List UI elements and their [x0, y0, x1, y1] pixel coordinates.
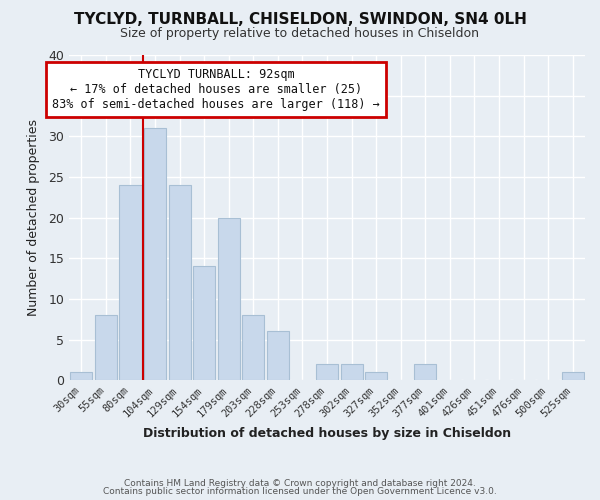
Bar — [144, 128, 166, 380]
Bar — [242, 315, 265, 380]
Bar — [267, 332, 289, 380]
Text: TYCLYD, TURNBALL, CHISELDON, SWINDON, SN4 0LH: TYCLYD, TURNBALL, CHISELDON, SWINDON, SN… — [74, 12, 526, 28]
Bar — [218, 218, 240, 380]
Text: TYCLYD TURNBALL: 92sqm
← 17% of detached houses are smaller (25)
83% of semi-det: TYCLYD TURNBALL: 92sqm ← 17% of detached… — [52, 68, 380, 111]
Bar — [119, 185, 142, 380]
Bar — [95, 315, 117, 380]
Bar — [316, 364, 338, 380]
Bar — [562, 372, 584, 380]
Bar — [341, 364, 362, 380]
Bar — [70, 372, 92, 380]
Text: Contains HM Land Registry data © Crown copyright and database right 2024.: Contains HM Land Registry data © Crown c… — [124, 478, 476, 488]
Bar — [169, 185, 191, 380]
Text: Size of property relative to detached houses in Chiseldon: Size of property relative to detached ho… — [121, 28, 479, 40]
Bar — [414, 364, 436, 380]
Text: Contains public sector information licensed under the Open Government Licence v3: Contains public sector information licen… — [103, 487, 497, 496]
X-axis label: Distribution of detached houses by size in Chiseldon: Distribution of detached houses by size … — [143, 427, 511, 440]
Bar — [365, 372, 387, 380]
Bar — [193, 266, 215, 380]
Y-axis label: Number of detached properties: Number of detached properties — [27, 119, 40, 316]
